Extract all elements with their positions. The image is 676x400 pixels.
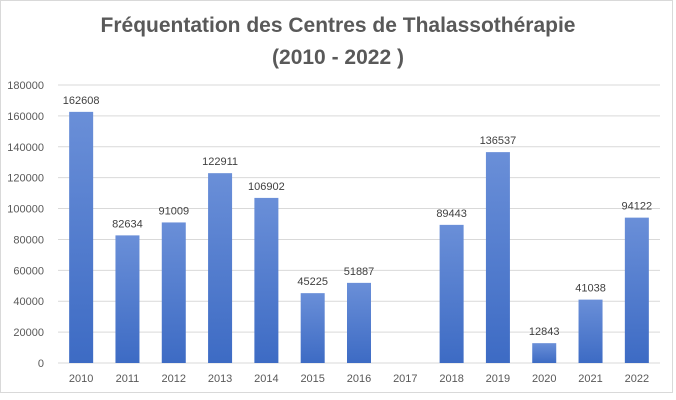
- chart-title-line1: Fréquentation des Centres de Thalassothé…: [100, 14, 576, 37]
- chart-frame: [0, 0, 673, 393]
- y-tick-label: 120000: [7, 173, 44, 185]
- y-tick-label: 100000: [7, 204, 44, 216]
- x-axis-ticks: 2010 2011 2012 2013 2014 2015 2016 2017 2018 2019…: [69, 373, 649, 385]
- x-tick-label-2011: 2011: [116, 373, 140, 385]
- data-label-2014: 106902: [248, 181, 285, 193]
- data-label-2011: 82634: [112, 218, 143, 230]
- data-label-2022: 94122: [622, 201, 653, 213]
- data-label-2015: 45225: [297, 276, 328, 288]
- y-axis-ticks: 0 20000 40000 60000 80000 100000 120000 140000 1…: [7, 80, 44, 370]
- data-label-2012: 91009: [158, 205, 189, 217]
- x-tick-label-2010: 2010: [69, 373, 93, 385]
- bar-2022: [624, 217, 649, 363]
- x-tick-label-2012: 2012: [162, 373, 186, 385]
- x-tick-label-2014: 2014: [254, 373, 278, 385]
- data-label-2010: 162608: [63, 95, 100, 107]
- data-label-2020: 12843: [529, 326, 560, 338]
- data-label-2013: 122911: [202, 156, 238, 168]
- bar-2014: [254, 197, 279, 363]
- y-tick-label: 140000: [7, 142, 44, 154]
- bar-2015: [300, 293, 325, 363]
- bar-2020: [532, 343, 557, 363]
- y-tick-label: 40000: [13, 296, 44, 308]
- x-tick-label-2020: 2020: [532, 373, 556, 385]
- bar-2011: [115, 235, 140, 363]
- bar-2016: [347, 282, 371, 363]
- x-tick-label-2018: 2018: [439, 373, 463, 385]
- y-tick-label: 60000: [13, 265, 44, 277]
- data-labels: 162608 82634 91009 122911 106902 45225 51887 89…: [63, 95, 652, 338]
- y-tick-label: 160000: [7, 111, 44, 123]
- y-tick-label: 180000: [7, 80, 44, 92]
- y-tick-label: 80000: [13, 234, 44, 246]
- x-tick-label-2022: 2022: [625, 373, 649, 385]
- x-tick-label-2015: 2015: [300, 373, 324, 385]
- data-label-2016: 51887: [344, 266, 375, 278]
- x-tick-label-2021: 2021: [578, 373, 602, 385]
- bar-2012: [161, 222, 186, 363]
- x-tick-label-2016: 2016: [347, 373, 371, 385]
- data-label-2021: 41038: [575, 283, 606, 295]
- bar-2018: [439, 224, 464, 363]
- x-tick-label-2019: 2019: [486, 373, 510, 385]
- y-tick-label: 20000: [13, 327, 44, 339]
- chart-title: Fréquentation des Centres de Thalassothé…: [0, 10, 676, 74]
- chart-title-line2: (2010 - 2022 ): [272, 46, 404, 69]
- bar-2013: [208, 173, 233, 363]
- bar-2019: [485, 152, 510, 363]
- data-label-2019: 136537: [480, 135, 517, 147]
- y-tick-label: 0: [38, 358, 44, 370]
- bar-2010: [69, 111, 94, 363]
- x-tick-label-2013: 2013: [208, 373, 232, 385]
- data-label-2018: 89443: [436, 208, 467, 220]
- bars: [69, 111, 649, 363]
- x-tick-label-2017: 2017: [393, 373, 417, 385]
- bar-2021: [578, 299, 603, 363]
